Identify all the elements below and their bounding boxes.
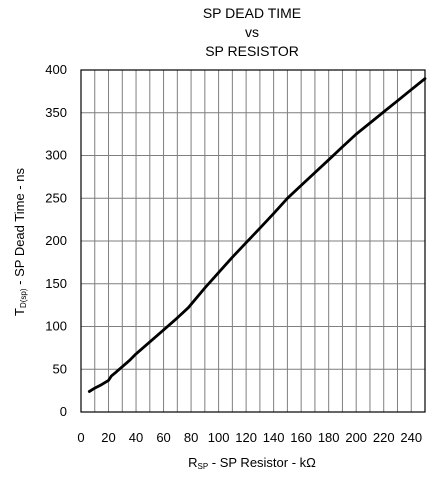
x-tick-label: 120 (235, 430, 257, 445)
x-axis-label-rest: - SP Resistor - kΩ (208, 455, 316, 470)
y-tick-label: 250 (45, 190, 67, 205)
x-tick-label: 60 (156, 430, 170, 445)
x-axis-label: RSP - SP Resistor - kΩ (188, 455, 316, 471)
y-tick-label: 0 (60, 404, 67, 419)
y-tick-label: 150 (45, 276, 67, 291)
y-tick-labels: 0 50 100 150 200 250 300 350 400 (45, 62, 67, 419)
x-tick-label: 140 (263, 430, 285, 445)
chart-title-line-2: vs (245, 24, 259, 40)
y-axis-label-rest: - SP Dead Time - ns (12, 168, 27, 289)
y-tick-label: 100 (45, 319, 67, 334)
x-tick-label: 80 (184, 430, 198, 445)
x-tick-label: 20 (101, 430, 115, 445)
x-tick-label: 200 (345, 430, 367, 445)
chart-title-line-1: SP DEAD TIME (203, 5, 301, 21)
y-tick-label: 300 (45, 148, 67, 163)
y-axis-label-sub: D(sp) (19, 288, 28, 308)
y-axis-label: TD(sp) - SP Dead Time - ns (12, 168, 28, 316)
y-tick-label: 400 (45, 62, 67, 77)
series-line (87, 77, 427, 393)
chart-title-line-3: SP RESISTOR (205, 43, 299, 59)
grid (81, 70, 425, 412)
y-tick-label: 200 (45, 233, 67, 248)
y-axis-label-main: T (12, 308, 27, 316)
x-axis-label-sub: SP (197, 462, 208, 471)
x-tick-label: 220 (373, 430, 395, 445)
x-tick-label: 180 (318, 430, 340, 445)
y-tick-label: 50 (53, 361, 67, 376)
x-tick-label: 240 (400, 430, 422, 445)
plot-frame (80, 69, 426, 413)
x-tick-label: 0 (77, 430, 84, 445)
x-tick-label: 160 (290, 430, 312, 445)
chart-title: SP DEAD TIME vs SP RESISTOR (203, 5, 301, 59)
x-tick-label: 40 (129, 430, 143, 445)
y-tick-label: 350 (45, 105, 67, 120)
x-axis-label-main: R (188, 455, 197, 470)
x-tick-labels: 0 20 40 60 80 100 120 140 160 180 200 220 240 (77, 430, 422, 445)
x-tick-label: 100 (208, 430, 230, 445)
